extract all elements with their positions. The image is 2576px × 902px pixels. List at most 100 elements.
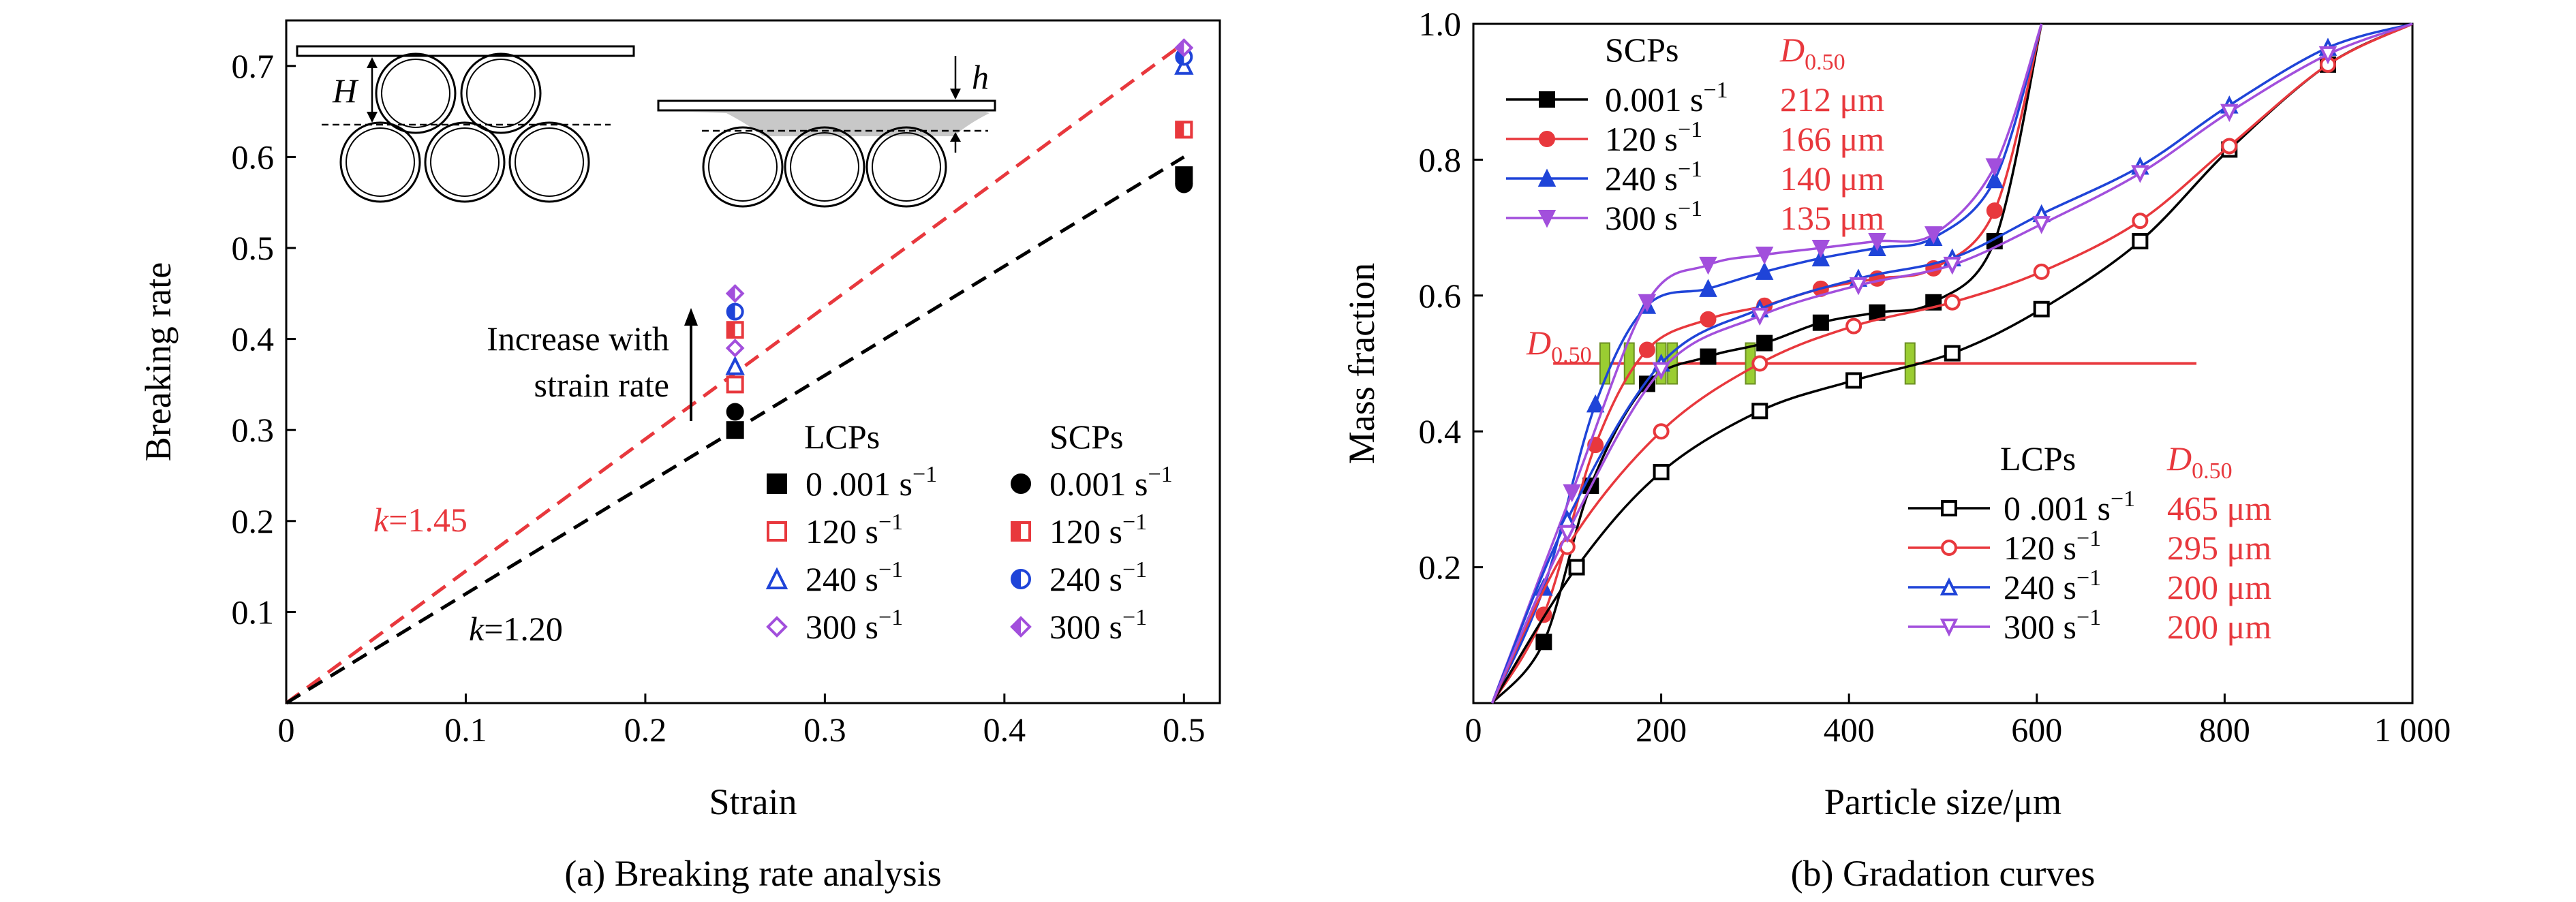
x-tick-label: 0.4 (983, 711, 1026, 749)
legend-marker (1941, 500, 1957, 516)
data-point (2318, 46, 2337, 65)
legend-label: 120 s−1 (2004, 526, 2101, 567)
data-point (2033, 300, 2050, 317)
legend-marker (767, 473, 787, 494)
data-point (2032, 216, 2051, 234)
legend-label: 240 s−1 (1605, 157, 1702, 198)
data-point (726, 421, 744, 439)
legend-marker-half (1012, 570, 1021, 588)
inset-particle (865, 126, 947, 208)
inset-h2-arrowhead-top (950, 89, 961, 99)
data-point (1638, 341, 1655, 358)
legend-d50-value: 166 μm (1780, 120, 1884, 158)
data-point-half (727, 304, 735, 320)
inset-particle (460, 52, 542, 134)
y-tick-label: 0.7 (232, 47, 275, 85)
legend-marker (765, 567, 788, 589)
x-tick-label: 600 (2011, 711, 2062, 749)
legend-label: 120 s−1 (806, 510, 903, 550)
d50-marker (1623, 342, 1635, 385)
y-tick-label: 0.4 (232, 320, 275, 358)
data-point (1174, 55, 1194, 75)
data-point-half (1176, 40, 1184, 56)
legend-marker (1539, 131, 1555, 147)
data-point (1944, 345, 1961, 362)
legend-label: 120 s−1 (1049, 510, 1147, 550)
legend-marker (767, 521, 787, 542)
inset-h-arrowhead-bottom (367, 112, 378, 123)
fit-label-black: k=1.20 (469, 610, 563, 648)
data-point (1869, 304, 1886, 321)
panel-gradation-curves: 0 200 400 600 800 1 000 0.2 0.4 0.6 0.8 1.0 Particl… (1341, 5, 2451, 894)
y-tick-label: 1.0 (1419, 5, 1462, 43)
data-point (1944, 294, 1961, 311)
x-tick-label: 0.2 (624, 711, 667, 749)
data-point (1755, 262, 1774, 280)
legend-label: 240 s−1 (806, 557, 903, 598)
legend-d50-value: 200 μm (2167, 608, 2271, 646)
legend-marker (1939, 577, 1959, 595)
y-tick-label: 0.5 (232, 229, 275, 267)
inset-particle-inner (708, 132, 778, 202)
inset-particle (424, 121, 506, 203)
y-tick-label: 0.1 (232, 593, 275, 631)
legend-label: 240 s−1 (2004, 565, 2101, 606)
data-point (1700, 348, 1717, 365)
data-point-half (727, 322, 735, 338)
inset-plate-left (296, 45, 635, 57)
series-curve (1490, 22, 2413, 704)
inset-label-h: h (972, 58, 989, 96)
data-point (1568, 559, 1585, 576)
inset-particle-inner (872, 132, 941, 202)
d50-marker (1904, 342, 1916, 385)
data-point (1751, 355, 1768, 372)
data-point (1652, 362, 1670, 380)
data-point (1586, 394, 1605, 413)
inset-particle (702, 126, 784, 208)
data-point (2131, 165, 2149, 183)
legend-header-d50: D0.50 (1779, 31, 1845, 75)
inset-label-H: H (332, 72, 359, 110)
x-tick-label: 400 (1824, 711, 1875, 749)
data-point-half (1176, 122, 1184, 138)
legend-header-scps: SCPs (1049, 418, 1123, 456)
y-tick-label: 0.3 (232, 411, 275, 449)
data-point-half (727, 285, 735, 301)
legend-label: 300 s−1 (1605, 196, 1702, 237)
legend-marker-half (1012, 618, 1021, 636)
data-point (1638, 294, 1657, 313)
data-point (725, 356, 745, 375)
legend-label: 300 s−1 (2004, 605, 2101, 646)
data-point (1699, 256, 1717, 275)
data-point (726, 403, 744, 421)
data-point (2132, 213, 2149, 230)
inset-particle-inner (466, 59, 536, 128)
inset-particle (508, 121, 590, 203)
legend-label: 0 .001 s−1 (806, 462, 937, 503)
x-tick-label: 0.5 (1163, 711, 1206, 749)
data-point (2220, 104, 2239, 123)
data-point (1751, 307, 1769, 326)
data-point (1756, 335, 1773, 352)
data-point (1535, 634, 1552, 651)
legend-marker (1011, 473, 1031, 494)
legend-label: 300 s−1 (1049, 605, 1147, 646)
x-tick-label: 800 (2199, 711, 2250, 749)
y-tick-label: 0.8 (1419, 140, 1462, 178)
x-tick-label: 200 (1636, 711, 1687, 749)
legend-header-lcps: LCPs (804, 418, 880, 456)
data-point (726, 375, 744, 394)
data-point (725, 339, 745, 358)
caption: (a) Breaking rate analysis (564, 853, 941, 894)
data-point (1924, 226, 1943, 245)
y-axis-label: Mass fraction (1341, 263, 1382, 464)
data-point (2033, 263, 2050, 280)
y-tick-label: 0.4 (1419, 412, 1462, 450)
data-point (1868, 233, 1886, 251)
y-tick-label: 0.6 (232, 138, 275, 176)
annotation-line-1: Increase with (487, 320, 669, 358)
data-point (1943, 256, 1962, 275)
legend-d50-value: 295 μm (2167, 529, 2271, 567)
data-point (1811, 248, 1830, 266)
data-point (1985, 170, 2004, 189)
